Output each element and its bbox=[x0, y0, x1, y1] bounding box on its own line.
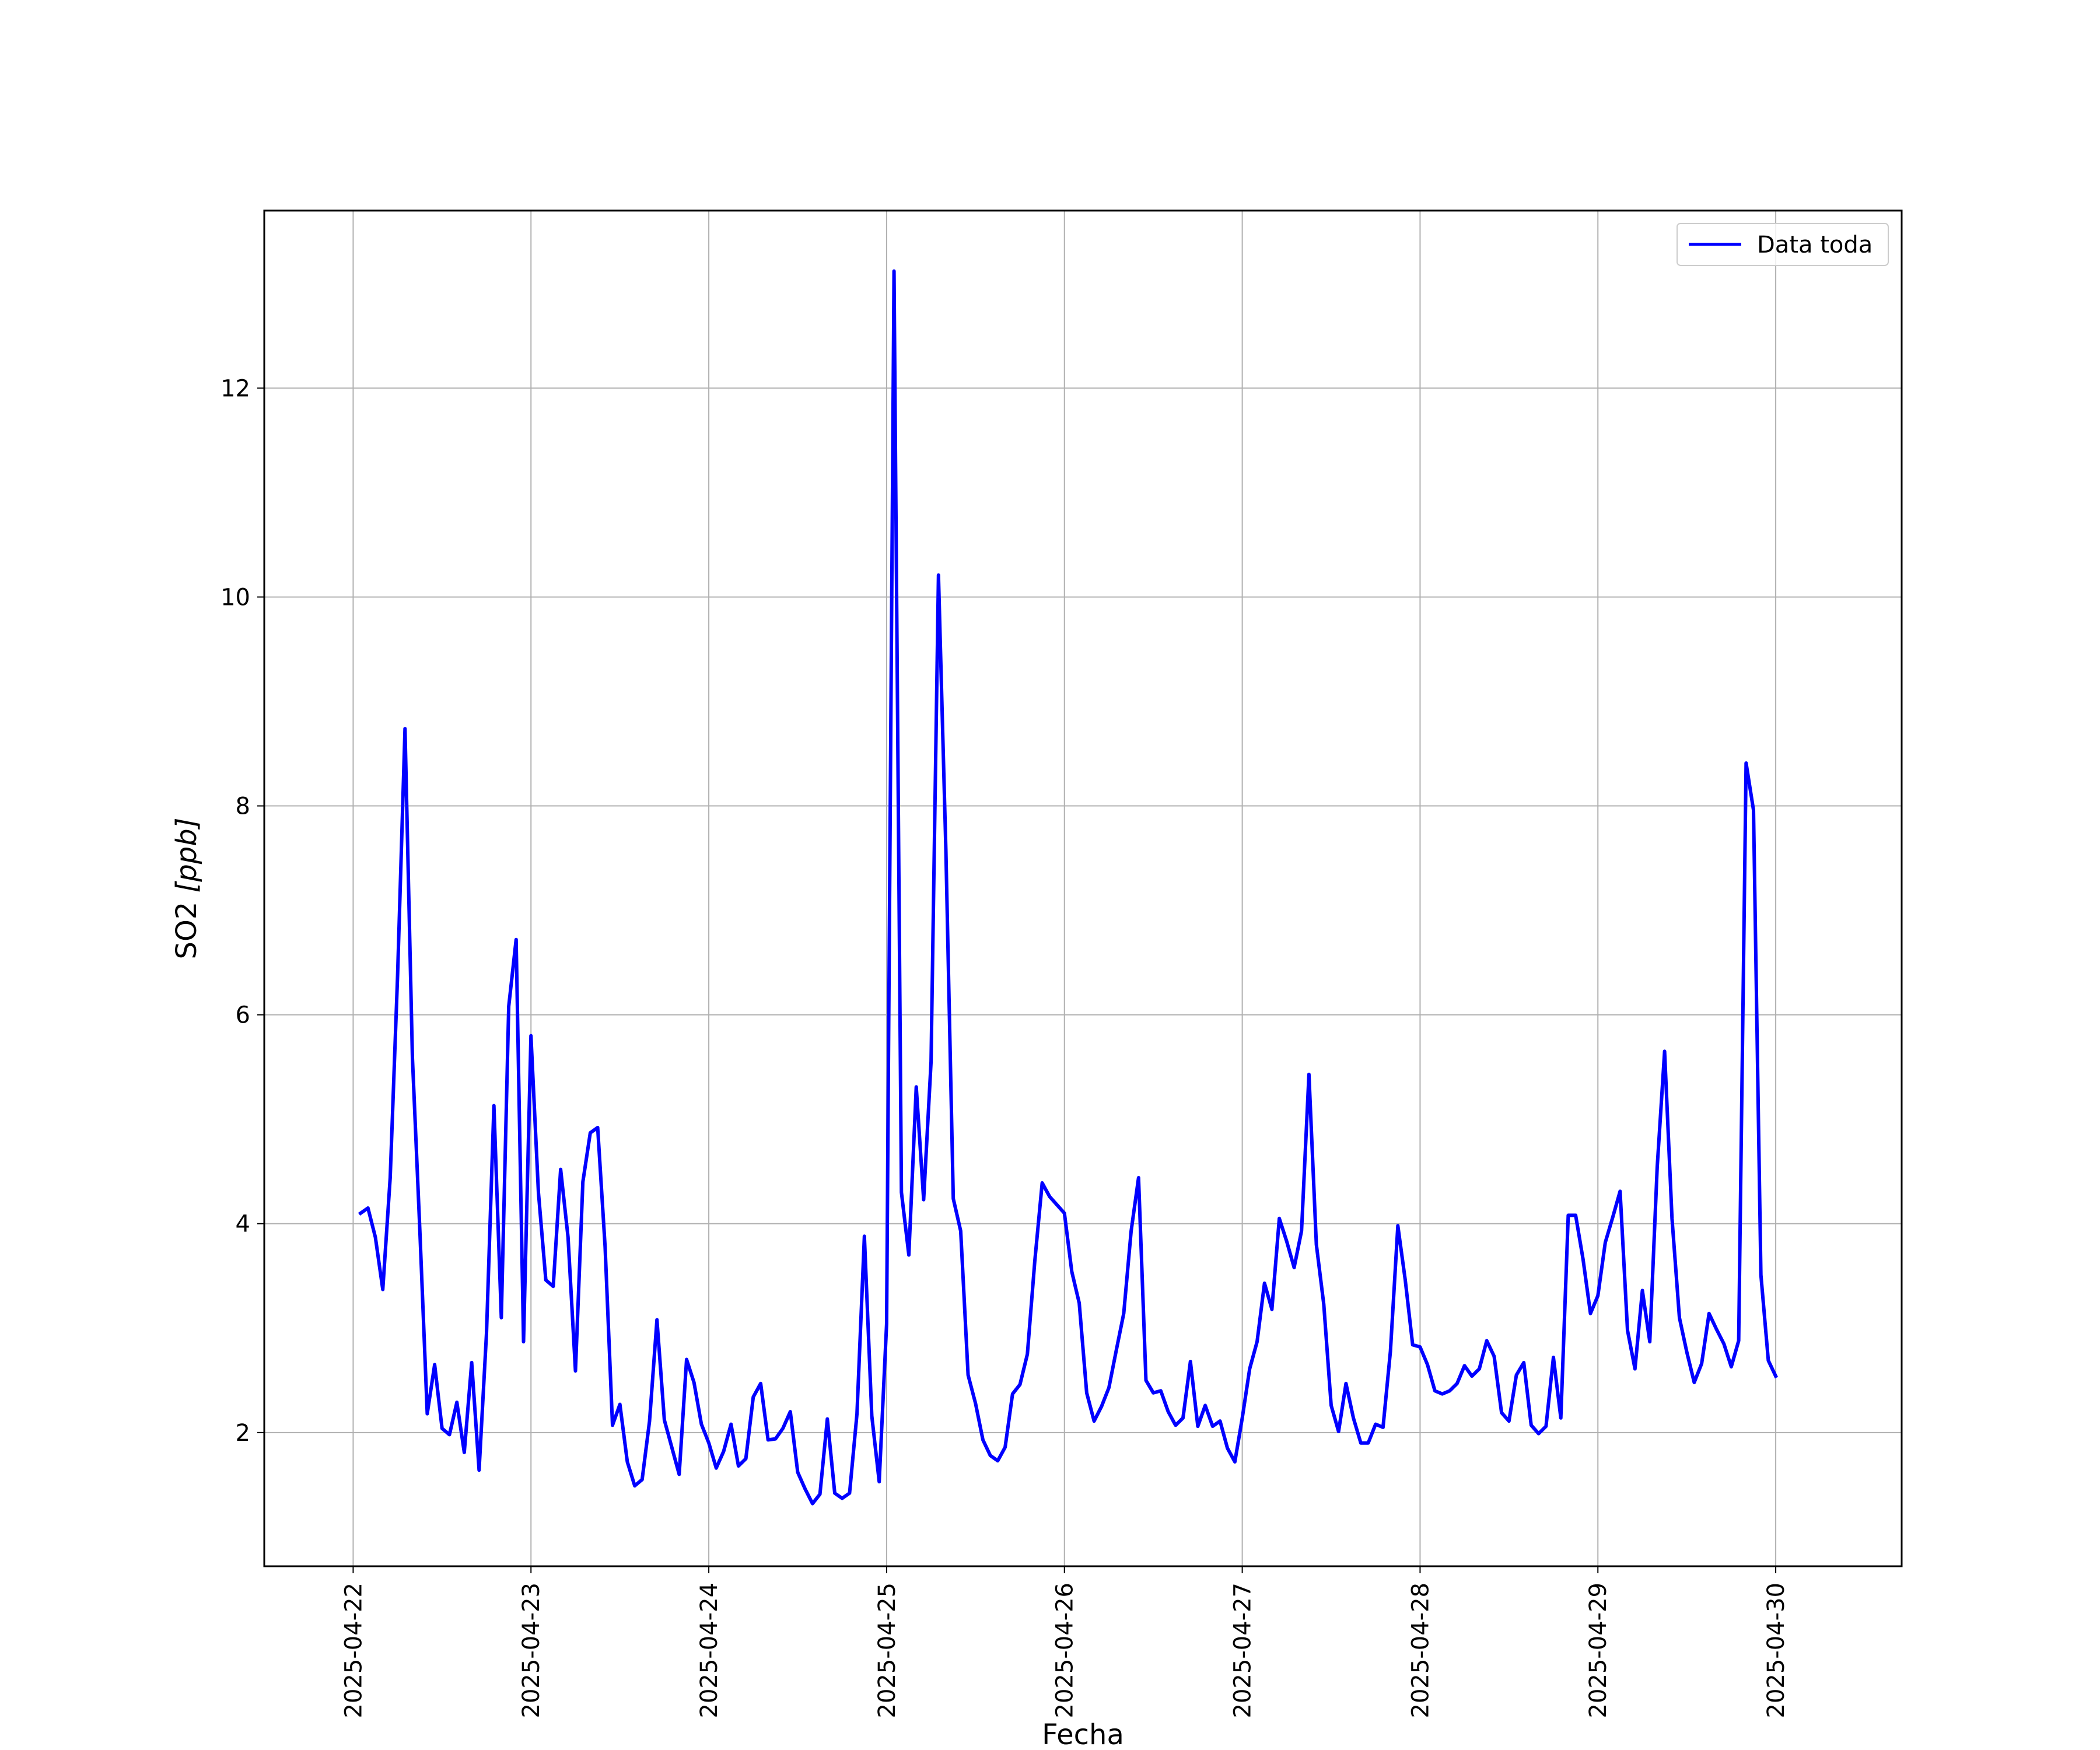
x-tick-label: 2025-04-29 bbox=[1585, 1583, 1612, 1718]
x-tick-label: 2025-04-23 bbox=[518, 1583, 545, 1718]
x-tick-label: 2025-04-24 bbox=[696, 1583, 723, 1718]
y-axis-title-text: SO2 bbox=[170, 892, 203, 959]
grid bbox=[264, 211, 1902, 1566]
y-tick-label: 6 bbox=[236, 1002, 250, 1029]
series-line-data-toda bbox=[358, 269, 1779, 1506]
legend-box bbox=[1676, 223, 1889, 266]
x-tick-label: 2025-04-30 bbox=[1763, 1583, 1790, 1718]
y-axis-title-unit: [ppb] bbox=[170, 818, 203, 893]
axes-frame bbox=[263, 209, 1903, 1567]
x-tick-label: 2025-04-28 bbox=[1407, 1583, 1434, 1718]
x-tick-label: 2025-04-25 bbox=[874, 1583, 901, 1718]
x-axis-title: Fecha bbox=[1042, 1718, 1124, 1750]
y-tick-label: 4 bbox=[236, 1211, 250, 1238]
y-axis-title: SO2 [ppb] bbox=[170, 818, 203, 960]
x-tick-label: 2025-04-27 bbox=[1230, 1583, 1256, 1718]
y-tick-label: 10 bbox=[220, 584, 250, 611]
x-tick-label: 2025-04-26 bbox=[1052, 1583, 1079, 1718]
legend: Data toda bbox=[1676, 223, 1889, 266]
x-axis-ticks: 2025-04-22 2025-04-23 2025-04-24 2025-04-25… bbox=[340, 1566, 1790, 1718]
y-tick-label: 12 bbox=[220, 375, 250, 402]
y-axis-ticks: 2 4 6 8 10 12 bbox=[220, 375, 264, 1447]
y-tick-label: 8 bbox=[236, 793, 250, 820]
y-tick-label: 2 bbox=[236, 1420, 250, 1447]
series-layer bbox=[358, 269, 1779, 1506]
legend-label: Data toda bbox=[1757, 232, 1873, 258]
x-tick-label: 2025-04-22 bbox=[340, 1583, 367, 1718]
